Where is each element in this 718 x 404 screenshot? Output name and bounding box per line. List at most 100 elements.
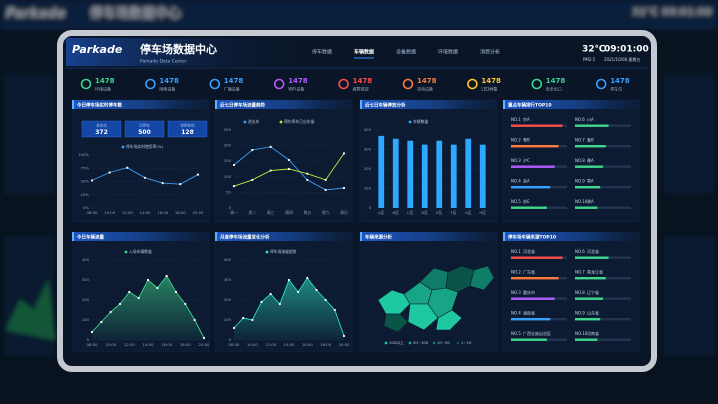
rank-bar — [575, 206, 598, 209]
x-tick-label: 12:00 — [124, 342, 136, 347]
rank-number: NO.4 — [511, 179, 521, 184]
rank-name: 鄂A — [587, 178, 594, 184]
point — [278, 302, 281, 306]
y-tick-label: 100 — [364, 186, 372, 191]
area — [234, 278, 344, 340]
y-tick-label: 100 — [82, 317, 90, 322]
rank-bar — [511, 318, 551, 321]
rank-number: NO.6 — [575, 249, 585, 254]
point — [196, 173, 200, 176]
stat-value: 1478 — [288, 77, 308, 85]
legend-label: 停车场流量趋势 — [270, 249, 297, 254]
point — [165, 274, 168, 278]
x-tick-label: 周五 — [304, 210, 312, 215]
stat-value: 1478 — [159, 77, 179, 85]
point — [269, 169, 272, 172]
x-tick-label: 10:00 — [247, 342, 259, 347]
panel-header — [72, 100, 209, 109]
stat-label: WiFi设备 — [288, 86, 304, 92]
map-region — [407, 303, 439, 331]
y-tick-label: 250 — [224, 127, 232, 132]
x-tick-label: 18:00 — [180, 342, 192, 347]
rank-bar — [575, 297, 603, 300]
rank-name: 河北省 — [523, 248, 535, 254]
x-tick-label: 14:00 — [143, 342, 155, 347]
point — [232, 163, 236, 167]
point — [342, 186, 346, 190]
x-tick-label: 16:00 — [157, 210, 169, 215]
x-tick-label: 14:00 — [140, 210, 152, 215]
panel-title: 今日停车场实时停车数 — [77, 101, 122, 108]
point — [161, 181, 164, 185]
rank-number: NO.8 — [575, 290, 585, 295]
rank-bar — [575, 165, 603, 168]
x-tick-label: H区 — [479, 210, 486, 215]
map-legend-label: 10~50 — [437, 340, 450, 345]
y-tick-label: 150 — [224, 158, 232, 163]
counter-box — [167, 120, 208, 138]
y-tick-label: 300 — [224, 277, 232, 282]
rank-bar — [575, 186, 601, 189]
counter-box — [124, 120, 165, 138]
bg-logo: Parkade — [6, 7, 66, 22]
legend-label: 进出车 — [248, 119, 260, 124]
title: 停车场数据中心 — [140, 42, 217, 56]
rank-name: 黑龙江省 — [587, 269, 603, 275]
nav-tab: 设备数据 — [396, 49, 416, 56]
y-tick-label: 300 — [82, 277, 90, 282]
y-tick-label: 50% — [81, 179, 90, 184]
point — [126, 166, 129, 169]
rank-number: NO.10 — [575, 331, 588, 336]
counter-box — [81, 120, 122, 138]
panel-title: 停车场车辆来源TOP10 — [508, 233, 556, 240]
point — [137, 296, 140, 300]
legend-swatch — [124, 250, 128, 254]
point — [260, 300, 263, 304]
x-tick-label: A区 — [378, 210, 385, 215]
panel-header-mark — [215, 232, 217, 241]
subtitle: Parkade Data Center — [140, 59, 187, 65]
rank-bar — [575, 124, 609, 127]
x-tick-label: F区 — [451, 210, 457, 215]
y-tick-label: 25% — [81, 192, 90, 197]
x-tick-label: B区 — [393, 210, 400, 215]
x-tick-label: 10:00 — [105, 342, 117, 347]
map-legend-swatch — [432, 341, 436, 345]
stat-label: 报警按钮 — [353, 86, 369, 92]
map-region — [383, 313, 409, 333]
point — [251, 178, 254, 182]
stat-icon — [467, 78, 478, 90]
point — [287, 278, 291, 282]
point — [232, 326, 236, 330]
panel-header — [503, 100, 640, 109]
rank-bar — [511, 124, 563, 127]
stat-label: LED屏幕 — [481, 86, 497, 92]
rank-name: 湖南省 — [523, 310, 535, 316]
point — [242, 316, 245, 320]
x-tick-label: 16:00 — [302, 342, 314, 347]
rank-number: NO.7 — [575, 138, 585, 143]
rank-bar — [575, 338, 598, 341]
rank-name: 苏E — [523, 198, 530, 204]
nav-tab: 停车数据 — [312, 49, 332, 56]
rank-name: 浙A — [523, 178, 530, 184]
bg-time: 09:01:00 — [662, 7, 712, 18]
stat-icon — [595, 78, 607, 90]
legend-label: 车辆数量 — [413, 119, 428, 124]
rank-name: 湘A — [587, 198, 594, 204]
point — [118, 302, 122, 306]
legend-swatch — [279, 120, 283, 124]
point — [251, 148, 254, 152]
y-tick-label: 0 — [229, 337, 232, 342]
stat-icon — [80, 78, 92, 90]
point — [324, 178, 327, 182]
rank-name: 重庆市 — [523, 289, 535, 295]
panel-title: 近七日停车场流量趋势 — [220, 101, 265, 108]
panel-header-mark — [215, 100, 217, 109]
panel — [502, 231, 641, 353]
stat-label: 停车位 — [610, 86, 622, 92]
rank-name: 京A — [523, 116, 530, 122]
stat-value: 1478 — [610, 77, 630, 85]
rank-number: NO.5 — [511, 331, 521, 336]
temperature: 32℃ — [582, 45, 606, 55]
